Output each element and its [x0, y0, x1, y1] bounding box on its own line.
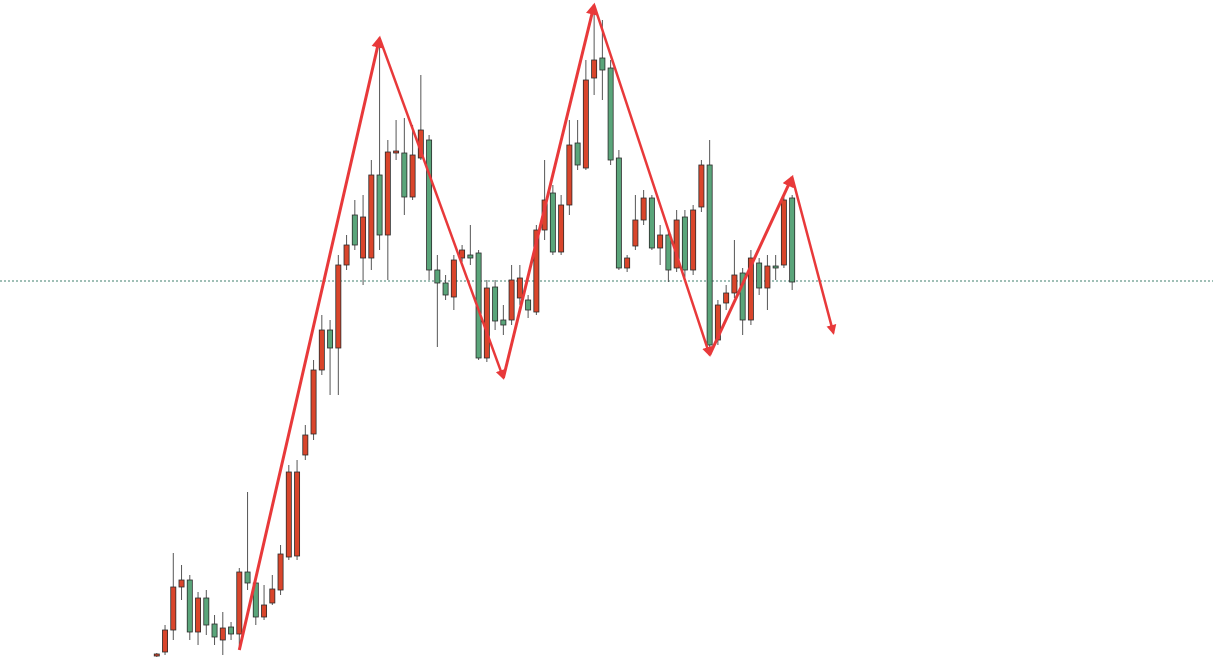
candle-body — [244, 571, 251, 584]
candle-body — [739, 272, 746, 321]
candle-body — [401, 152, 408, 198]
candle-body — [681, 216, 688, 271]
candle-body — [492, 286, 499, 322]
candle-body — [170, 586, 177, 631]
candle-body — [153, 653, 160, 657]
candle-body — [525, 299, 532, 311]
candle-body — [789, 197, 796, 283]
candle-body — [690, 209, 697, 271]
candle-body — [607, 67, 614, 161]
candle-body — [549, 192, 556, 253]
candle-body — [228, 626, 235, 635]
zigzag-arrow — [237, 35, 384, 651]
zigzag-arrow — [501, 2, 598, 379]
candle-body — [624, 257, 631, 269]
candle-body — [756, 262, 763, 289]
candle-body — [747, 257, 754, 321]
zigzag-arrow — [592, 4, 712, 357]
candle-body — [450, 259, 457, 298]
candle-body — [500, 319, 507, 326]
candle-body — [195, 597, 201, 633]
candle-body — [318, 329, 325, 371]
candle-body — [434, 269, 441, 284]
candle-body — [483, 287, 490, 359]
candle-body — [294, 471, 301, 557]
candle-body — [467, 254, 474, 259]
candle-body — [335, 264, 342, 349]
candle-body — [426, 139, 433, 271]
candle-body — [261, 604, 268, 618]
candle-body — [533, 229, 540, 313]
candle-body — [698, 164, 705, 208]
candle-body — [393, 150, 400, 154]
candle-body — [723, 292, 730, 304]
candle-body — [632, 219, 639, 247]
candle-body — [582, 79, 589, 169]
candle-body — [360, 216, 367, 259]
candle-body — [764, 265, 771, 289]
candle-body — [731, 274, 738, 294]
zigzag-arrow — [378, 37, 506, 380]
candle-body — [327, 329, 334, 349]
candle-body — [591, 59, 598, 79]
candle-body — [508, 279, 515, 321]
candle-body — [772, 265, 779, 269]
candle-body — [186, 579, 193, 633]
candle-body — [648, 197, 655, 249]
candle-body — [310, 369, 317, 435]
candle-body — [442, 282, 449, 296]
candle-body — [665, 234, 672, 271]
candle-body — [640, 197, 647, 221]
candle-body — [384, 151, 391, 236]
candle-body — [277, 553, 284, 591]
candle-body — [343, 244, 350, 266]
candle-body — [558, 204, 565, 253]
candle-body — [615, 157, 622, 269]
candle-body — [566, 144, 573, 206]
candle-body — [285, 471, 292, 558]
candle-body — [409, 154, 416, 198]
candle-body — [178, 579, 185, 588]
candle-body — [574, 142, 581, 166]
zigzag-arrow — [790, 176, 837, 335]
candle-body — [516, 277, 523, 299]
candle-body — [269, 588, 276, 604]
candle-body — [302, 434, 309, 456]
candle-body — [706, 164, 713, 346]
candle-body — [211, 623, 218, 638]
candle-body — [162, 629, 168, 653]
candle-body — [219, 627, 226, 641]
candle-body — [351, 214, 358, 246]
candle-body — [376, 174, 383, 236]
candle-body — [599, 57, 606, 71]
zigzag-arrow — [708, 174, 794, 356]
candle-body — [780, 199, 787, 266]
candle-body — [203, 597, 210, 626]
candle-body — [236, 571, 243, 635]
candle-body — [657, 234, 664, 249]
candle-body — [368, 174, 375, 259]
